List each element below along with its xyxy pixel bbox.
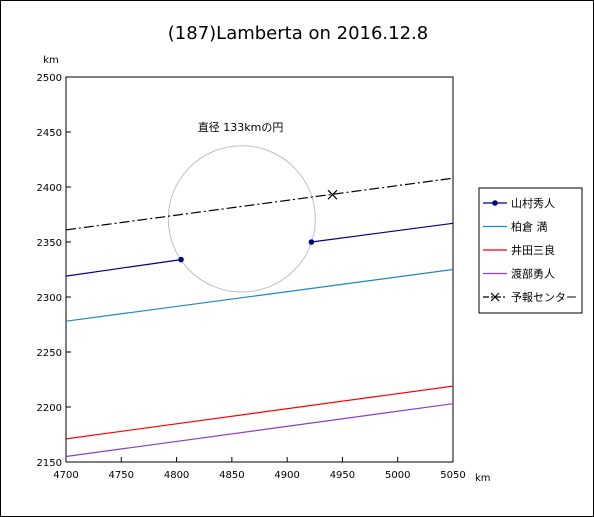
- y-tick-label: 2300: [37, 293, 62, 304]
- plot-series: [66, 145, 453, 458]
- x-tick-label: 4750: [109, 470, 134, 481]
- legend-marker-5: [490, 292, 500, 302]
- x-tick-label: 4800: [164, 470, 189, 481]
- y-tick-label: 2500: [37, 73, 62, 84]
- series-line-3: [66, 385, 453, 440]
- legend-label-5: 予報センター: [511, 291, 577, 304]
- series-line-5: [66, 177, 453, 231]
- y-tick-label: 2250: [37, 348, 62, 359]
- x-tick-label: 4950: [330, 470, 355, 481]
- y-tick-label: 2200: [37, 403, 62, 414]
- plot-area: 2150 2200 2250 2300 2350 2400 2450 2500 4700 4750…: [37, 73, 466, 481]
- series-point-5: [327, 189, 338, 200]
- series-line-2: [66, 268, 453, 322]
- y-tick-label: 2350: [37, 238, 62, 249]
- legend-label-3: 井田三良: [511, 243, 555, 257]
- x-tick-label: 4850: [219, 470, 244, 481]
- y-axis-unit: km: [43, 55, 59, 66]
- plot-border: [65, 76, 454, 463]
- series-point-1: [308, 239, 315, 245]
- legend-label-2: 柏倉 満: [511, 220, 548, 234]
- x-tick-label: 4900: [274, 470, 299, 481]
- legend-label-4: 渡部勇人: [511, 267, 555, 281]
- diameter-circle: [167, 145, 316, 293]
- x-tick-label: 5000: [385, 470, 410, 481]
- y-tick-label: 2400: [37, 183, 62, 194]
- x-tick-label: 5050: [440, 470, 465, 481]
- legend-label-1: 山村秀人: [511, 196, 555, 210]
- x-axis-unit: km: [475, 473, 491, 484]
- series-point-1: [178, 256, 184, 263]
- series-line-4: [66, 403, 453, 458]
- series-line-1: [311, 222, 453, 243]
- chart-title: (187)Lamberta on 2016.12.8: [168, 23, 428, 44]
- legend-marker-1: [492, 200, 498, 206]
- series-line-1: [66, 259, 182, 277]
- y-tick-label: 2150: [37, 458, 62, 469]
- circle-annotation: 直径 133kmの円: [198, 120, 284, 134]
- x-tick-label: 4700: [53, 470, 78, 481]
- y-tick-label: 2450: [37, 128, 62, 139]
